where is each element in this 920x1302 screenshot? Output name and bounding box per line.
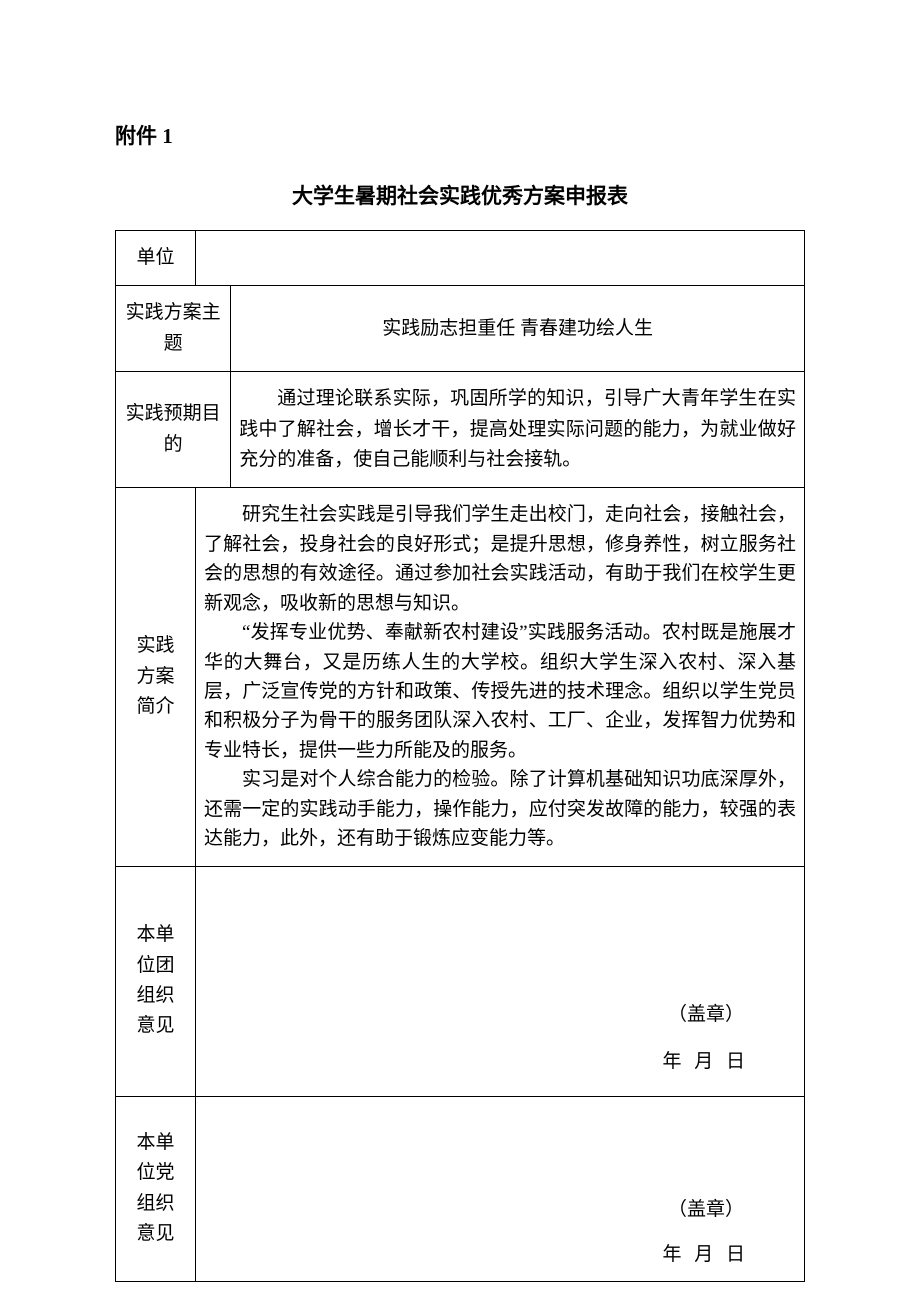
party-org-stamp: （盖章）: [668, 1195, 744, 1225]
party-org-label-line4: 意见: [136, 1223, 174, 1244]
youth-org-label-line1: 本单: [136, 924, 174, 945]
party-org-signature: （盖章） 年 月 日: [196, 1096, 805, 1281]
party-org-label-line1: 本单: [136, 1132, 174, 1153]
youth-org-stamp: （盖章）: [668, 1000, 744, 1030]
attachment-label: 附件 1: [115, 120, 805, 150]
application-form-table: 单位 实践方案主题 实践励志担重任 青春建功绘人生 实践预期目的 通过理论联系实…: [115, 230, 805, 1282]
summary-label: 实践 方案 简介: [116, 488, 196, 866]
youth-org-label-line4: 意见: [136, 1015, 174, 1036]
youth-org-signature: （盖章） 年 月 日: [196, 866, 805, 1096]
purpose-label: 实践预期目的: [116, 372, 231, 488]
summary-label-line2: 方案: [136, 666, 174, 687]
party-org-row: 本单 位党 组织 意见 （盖章） 年 月 日: [116, 1096, 805, 1281]
unit-value: [196, 231, 805, 286]
youth-org-row: 本单 位团 组织 意见 （盖章） 年 月 日: [116, 866, 805, 1096]
party-org-date: 年 月 日: [662, 1240, 749, 1270]
summary-para1: 研究生社会实践是引导我们学生走出校门，走向社会，接触社会，了解社会，投身社会的良…: [204, 500, 796, 618]
purpose-value: 通过理论联系实际，巩固所学的知识，引导广大青年学生在实践中了解社会，增长才干，提…: [231, 372, 805, 488]
youth-org-date: 年 月 日: [662, 1047, 749, 1077]
purpose-text: 通过理论联系实际，巩固所学的知识，引导广大青年学生在实践中了解社会，增长才干，提…: [239, 384, 796, 475]
summary-row: 实践 方案 简介 研究生社会实践是引导我们学生走出校门，走向社会，接触社会，了解…: [116, 488, 805, 866]
youth-org-label-line3: 组织: [136, 985, 174, 1006]
unit-label: 单位: [116, 231, 196, 286]
theme-value: 实践励志担重任 青春建功绘人生: [231, 286, 805, 372]
youth-org-label-line2: 位团: [136, 955, 174, 976]
party-org-label-line2: 位党: [136, 1162, 174, 1183]
summary-para2: “发挥专业优势、奉献新农村建设”实践服务活动。农村既是施展才华的大舞台，又是历练…: [204, 618, 796, 765]
purpose-row: 实践预期目的 通过理论联系实际，巩固所学的知识，引导广大青年学生在实践中了解社会…: [116, 372, 805, 488]
unit-row: 单位: [116, 231, 805, 286]
party-org-label: 本单 位党 组织 意见: [116, 1096, 196, 1281]
party-org-label-line3: 组织: [136, 1193, 174, 1214]
summary-content: 研究生社会实践是引导我们学生走出校门，走向社会，接触社会，了解社会，投身社会的良…: [196, 488, 805, 866]
document-title: 大学生暑期社会实践优秀方案申报表: [115, 180, 805, 210]
theme-label: 实践方案主题: [116, 286, 231, 372]
summary-label-line1: 实践: [136, 635, 174, 656]
summary-para3: 实习是对个人综合能力的检验。除了计算机基础知识功底深厚外，还需一定的实践动手能力…: [204, 765, 796, 853]
theme-row: 实践方案主题 实践励志担重任 青春建功绘人生: [116, 286, 805, 372]
youth-org-label: 本单 位团 组织 意见: [116, 866, 196, 1096]
summary-label-line3: 简介: [136, 696, 174, 717]
